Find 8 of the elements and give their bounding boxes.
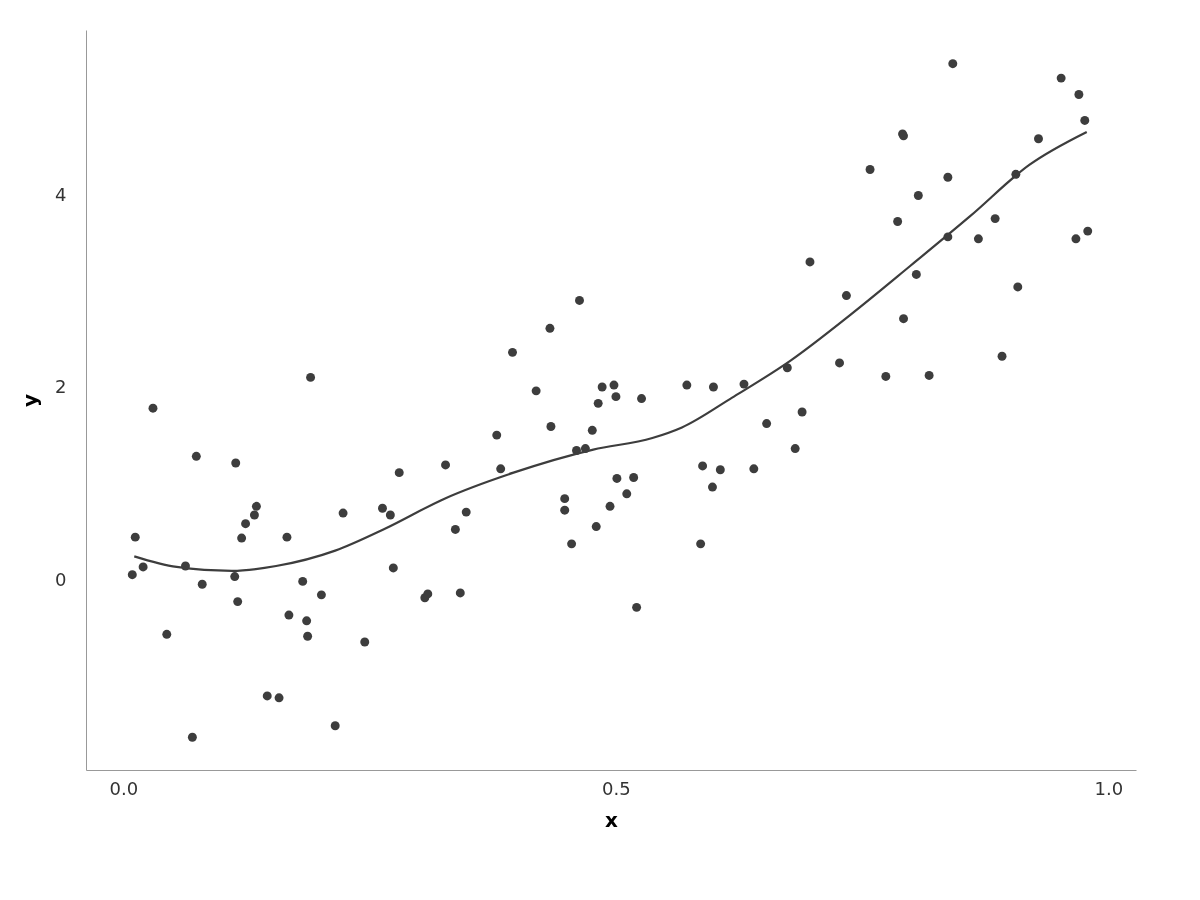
x-axis-title: x [605, 807, 619, 832]
x-tick-label: 0.0 [109, 777, 139, 799]
y-tick-label: 0 [55, 568, 67, 590]
x-tick-label: 0.5 [602, 777, 631, 799]
y-tick-label: 4 [55, 184, 67, 206]
x-tick-label: 1.0 [1094, 777, 1124, 799]
y-axis-title: y [18, 393, 43, 408]
y-tick-label: 2 [55, 376, 67, 398]
